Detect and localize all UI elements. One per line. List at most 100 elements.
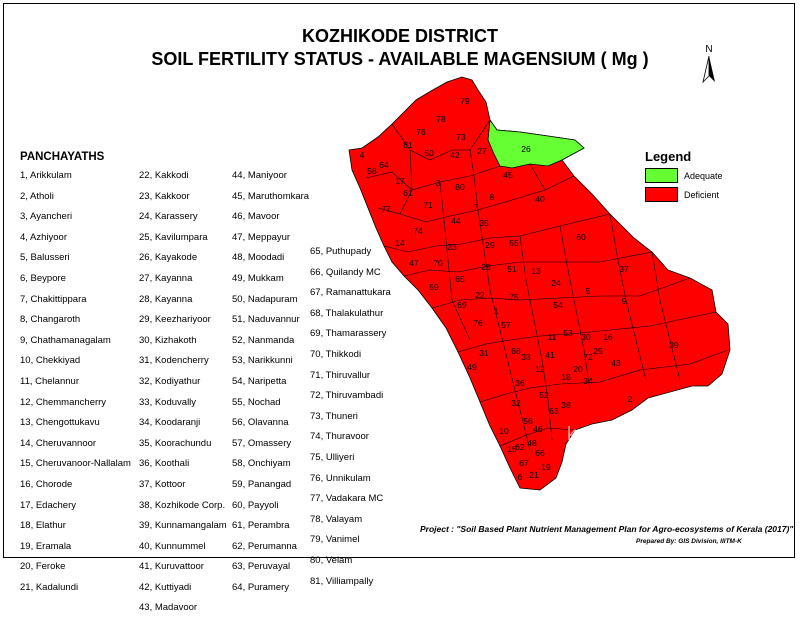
panchayaths-heading: PANCHAYATHS (20, 151, 105, 163)
panchayath-item: 14, Cheruvannoor (20, 437, 97, 449)
panchayath-item: 37, Kottoor (139, 478, 186, 490)
panchayath-item: 25, Kavilumpara (139, 231, 208, 243)
region-label: 48 (527, 438, 537, 448)
region-label: 32 (511, 398, 521, 408)
panchayath-list-col3: 44, Maniyoor 45, Maruthomkara 46, Mavoor 47… (232, 166, 309, 598)
region-label: 40 (535, 194, 545, 204)
region-label: 3 (436, 178, 441, 188)
panchayath-item: 44, Maniyoor (232, 170, 287, 181)
region-label: 16 (603, 332, 613, 342)
panchayath-item: 40, Kunnummel (139, 540, 206, 552)
region-label: 5 (586, 286, 591, 296)
region-label: 81 (403, 140, 413, 150)
region-label: 43 (611, 358, 621, 368)
panchayath-list-col1: 1, Arikkulam 2, Atholi 3, Ayancheri 4, Azhi… (20, 166, 131, 598)
panchayath-item: 53, Narikkunni (232, 355, 293, 367)
region-label: 7 (474, 202, 479, 212)
region-label: 9 (622, 296, 627, 306)
panchayath-item: 11, Chelannur (20, 375, 79, 387)
panchayath-item: 35, Koorachundu (139, 437, 212, 449)
map-region-labels: 26 79 78 76 73 81 50 42 27 4 64 58 80 45… (360, 96, 679, 482)
panchayath-item: 68, Thalakulathur (310, 307, 384, 319)
legend-item-deficient: Deficient (645, 187, 723, 202)
region-label: 51 (507, 264, 517, 274)
region-label: 76 (416, 127, 426, 137)
panchayath-item: 76, Unnikulam (310, 472, 371, 484)
panchayath-item: 13, Chengottukavu (20, 417, 100, 429)
region-label: 26 (521, 144, 531, 154)
legend-title: Legend (645, 149, 692, 164)
panchayath-item: 62, Perumanna (232, 540, 297, 552)
region-label: 2 (628, 394, 633, 404)
panchayath-item: 46, Mavoor (232, 211, 280, 223)
panchayath-item: 8, Changaroth (20, 314, 81, 326)
panchayath-item: 5, Balusseri (20, 252, 70, 264)
panchayath-item: 77, Vadakara MC (310, 493, 384, 505)
panchayath-item: 34, Koodaranji (139, 417, 201, 429)
region-label: 57 (501, 320, 511, 330)
region-label: 62 (515, 442, 525, 452)
region-label: 72 (583, 352, 593, 362)
panchayath-item: 70, Thikkodi (310, 348, 362, 360)
panchayath-item: 31, Kodencherry (139, 355, 209, 367)
panchayath-item: 3, Ayancheri (20, 211, 73, 223)
panchayath-item: 6, Beypore (20, 272, 66, 284)
region-label: 21 (529, 470, 539, 480)
region-label: 19 (541, 462, 551, 472)
panchayath-item: 9, Chathamanagalam (20, 334, 111, 346)
region-label: 52 (539, 390, 549, 400)
region-label: 27 (477, 146, 487, 156)
panchayath-item: 78, Valayam (310, 513, 363, 525)
panchayath-item: 12, Chemmancherry (20, 396, 107, 408)
north-arrow-icon: N (702, 44, 715, 84)
region-label: 8 (490, 192, 495, 202)
panchayath-item: 28, Kayanna (139, 293, 193, 305)
region-label: 12 (535, 364, 545, 374)
panchayath-item: 57, Omassery (232, 437, 292, 449)
region-label: 28 (481, 262, 491, 272)
region-label: 66 (535, 448, 545, 458)
region-label: 45 (503, 170, 513, 180)
panchayath-item: 47, Meppayur (232, 231, 291, 243)
panchayath-item: 48, Moodadi (232, 252, 285, 264)
panchayath-item: 36, Koothali (139, 458, 190, 470)
panchayath-item: 73, Thuneri (310, 410, 358, 422)
panchayath-item: 65, Puthupady (310, 246, 372, 257)
district-map: 26 79 78 76 73 81 50 42 27 4 64 58 80 45… (348, 76, 731, 491)
region-label: 58 (367, 166, 377, 176)
panchayath-item: 66, Quilandy MC (310, 266, 381, 278)
panchayath-item: 56, Olavanna (232, 417, 289, 429)
panchayath-item: 58, Onchiyam (232, 458, 291, 470)
panchayath-item: 80, Velam (310, 554, 353, 566)
panchayath-item: 42, Kuttiyadi (139, 581, 192, 593)
panchayath-item: 1, Arikkulam (20, 170, 72, 181)
legend-item-adequate: Adequate (645, 168, 723, 183)
region-label: 33 (521, 352, 531, 362)
panchayath-item: 50, Nadapuram (232, 293, 298, 305)
region-label: 68 (511, 346, 521, 356)
region-label: 47 (409, 258, 419, 268)
panchayath-item: 72, Thiruvambadi (310, 390, 384, 402)
region-label: 79 (460, 96, 470, 106)
region-label: 78 (436, 114, 446, 124)
region-label: 13 (531, 266, 541, 276)
region-label: 56 (523, 416, 533, 426)
panchayath-item: 22, Kakkodi (139, 170, 189, 181)
panchayath-item: 81, Villiampally (310, 575, 374, 587)
region-label: 34 (583, 376, 593, 386)
region-label: 75 (509, 292, 519, 302)
panchayath-item: 55, Nochad (232, 396, 281, 408)
region-label: 54 (553, 300, 563, 310)
region-label: 77 (381, 204, 391, 214)
region-label: 44 (451, 216, 461, 226)
panchayath-item: 60, Payyoli (232, 499, 279, 511)
watermark: keralasoilfertility.net (567, 424, 738, 445)
legend-label-deficient: Deficient (684, 189, 720, 200)
panchayath-item: 15, Cheruvanoor-Nallalam (20, 458, 131, 470)
region-label: 24 (551, 278, 561, 288)
panchayath-item: 18, Elathur (20, 520, 66, 532)
panchayath-item: 23, Kakkoor (139, 190, 190, 202)
region-label: 76 (473, 318, 483, 328)
region-label: 80 (455, 182, 465, 192)
region-label: 49 (467, 362, 477, 372)
